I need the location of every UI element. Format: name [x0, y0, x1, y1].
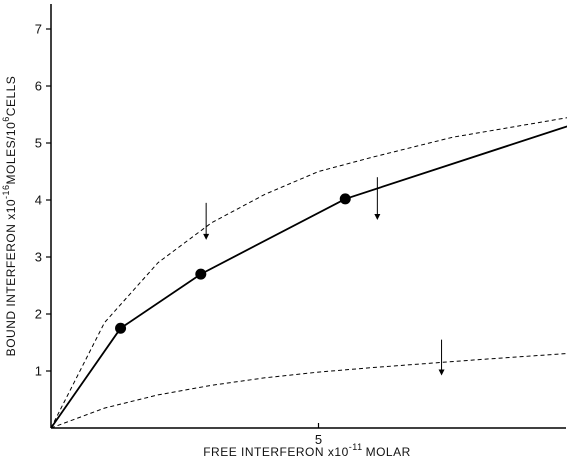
y-axis-title-exponent: -16	[1, 184, 11, 199]
down-arrow-head	[374, 213, 381, 220]
x-tick-label: 5	[315, 432, 322, 447]
x-axis-title-main: FREE INTERFERON x10	[203, 445, 349, 459]
ticks: 51015201234567	[35, 22, 322, 448]
y-axis-title-unit: CELLS	[4, 76, 18, 117]
measured-binding-line	[50, 125, 567, 429]
y-tick-label: 3	[35, 250, 42, 265]
down-arrow	[374, 177, 381, 220]
dashed-curve-1	[50, 117, 567, 429]
x-axis-title-exponent: -11	[349, 442, 363, 452]
down-arrow	[438, 339, 445, 376]
y-axis-title-exponent-2: 6	[1, 116, 11, 122]
x-axis-title-unit: MOLAR	[366, 445, 411, 459]
arrows	[203, 177, 445, 376]
down-arrow-head	[438, 369, 445, 376]
curves	[50, 117, 567, 429]
y-axis-title-mid: MOLES/10	[4, 122, 18, 185]
y-axis-title-main: BOUND INTERFERON x10	[4, 199, 18, 356]
axes	[50, 4, 566, 429]
y-tick-label: 5	[35, 136, 42, 151]
x-axis-title: FREE INTERFERON x10-11 MOLAR	[203, 442, 411, 459]
down-arrow-head	[203, 233, 210, 240]
y-tick-label: 1	[35, 364, 42, 379]
y-tick-label: 2	[35, 307, 42, 322]
dashed-curve-2	[50, 353, 567, 429]
y-tick-label: 7	[35, 22, 42, 37]
y-axis-title: BOUND INTERFERON x10-16MOLES/106CELLS	[1, 76, 18, 357]
data-point	[115, 322, 127, 334]
y-tick-label: 4	[35, 193, 42, 208]
y-tick-label: 6	[35, 79, 42, 94]
data-point	[339, 193, 351, 205]
down-arrow	[203, 202, 210, 240]
data-point	[195, 268, 207, 280]
data-points	[115, 193, 351, 334]
